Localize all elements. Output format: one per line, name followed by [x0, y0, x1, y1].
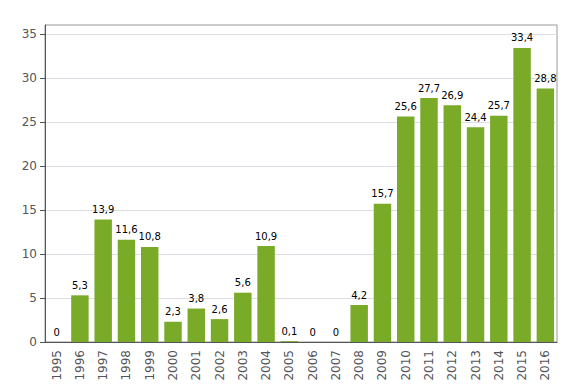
- svg-text:15,7: 15,7: [371, 188, 393, 199]
- svg-text:1996: 1996: [73, 350, 87, 381]
- svg-text:3,8: 3,8: [188, 293, 204, 304]
- svg-text:2011: 2011: [422, 350, 436, 381]
- svg-text:2001: 2001: [189, 350, 203, 381]
- svg-text:13,9: 13,9: [92, 204, 114, 215]
- svg-text:4,2: 4,2: [351, 290, 367, 301]
- svg-text:2015: 2015: [515, 350, 529, 381]
- svg-text:30: 30: [22, 71, 37, 85]
- svg-text:0: 0: [333, 327, 339, 338]
- svg-text:25,6: 25,6: [395, 101, 417, 112]
- svg-text:2003: 2003: [236, 350, 250, 381]
- svg-text:2013: 2013: [469, 350, 483, 381]
- svg-text:1998: 1998: [119, 350, 133, 381]
- svg-text:25,7: 25,7: [488, 100, 510, 111]
- svg-text:5,6: 5,6: [235, 277, 251, 288]
- svg-text:10: 10: [22, 247, 37, 261]
- svg-text:2006: 2006: [306, 350, 320, 381]
- svg-text:2008: 2008: [352, 350, 366, 381]
- svg-text:10,9: 10,9: [255, 231, 277, 242]
- svg-text:0,1: 0,1: [281, 326, 297, 337]
- svg-text:10,8: 10,8: [139, 231, 161, 242]
- svg-text:11,6: 11,6: [115, 224, 137, 235]
- svg-text:2012: 2012: [445, 350, 459, 381]
- svg-text:24,4: 24,4: [464, 112, 486, 123]
- svg-text:28,8: 28,8: [534, 73, 556, 84]
- svg-text:2009: 2009: [375, 350, 389, 381]
- svg-text:0: 0: [29, 335, 37, 349]
- svg-text:25: 25: [22, 115, 37, 129]
- svg-text:35: 35: [22, 27, 37, 41]
- svg-text:2014: 2014: [492, 350, 506, 381]
- svg-text:26,9: 26,9: [441, 90, 463, 101]
- svg-text:15: 15: [22, 203, 37, 217]
- svg-text:20: 20: [22, 159, 37, 173]
- svg-text:2000: 2000: [166, 350, 180, 381]
- svg-text:2002: 2002: [213, 350, 227, 381]
- svg-text:2005: 2005: [282, 350, 296, 381]
- svg-text:0: 0: [53, 327, 59, 338]
- svg-text:1997: 1997: [96, 350, 110, 381]
- svg-text:27,7: 27,7: [418, 83, 440, 94]
- svg-text:2004: 2004: [259, 350, 273, 381]
- svg-text:33,4: 33,4: [511, 32, 533, 43]
- svg-text:5: 5: [29, 291, 37, 305]
- svg-text:2,3: 2,3: [165, 306, 181, 317]
- svg-text:1995: 1995: [50, 350, 64, 381]
- svg-text:2010: 2010: [399, 350, 413, 381]
- svg-text:0: 0: [309, 327, 315, 338]
- svg-text:2,6: 2,6: [212, 304, 228, 315]
- svg-text:1999: 1999: [143, 350, 157, 381]
- svg-text:2016: 2016: [538, 350, 552, 381]
- svg-text:5,3: 5,3: [72, 280, 88, 291]
- svg-text:2007: 2007: [329, 350, 343, 381]
